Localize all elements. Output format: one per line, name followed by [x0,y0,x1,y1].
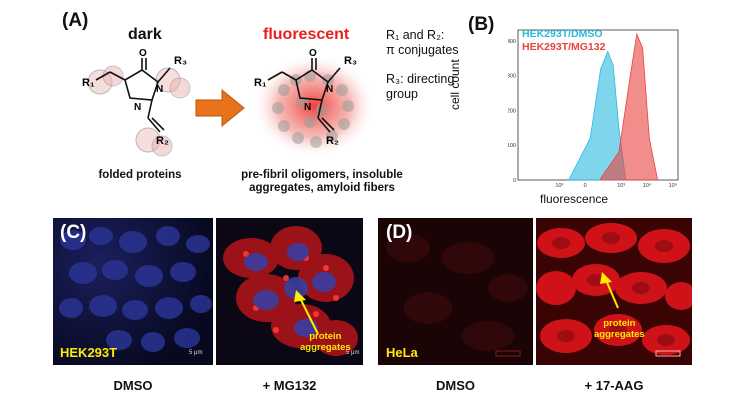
r-note-1a: R₁ and R₂: [386,28,445,42]
right-arrow-icon [195,88,245,128]
r-note-2a: R₃: directing [386,72,455,86]
x-tick-label: 10⁴ [643,182,652,188]
dark-mol-n1: N [156,84,163,95]
cells-d-dmso [386,234,528,357]
x-tick-label: 0 [584,183,587,188]
agg-label-c-line2: aggregates [300,342,351,353]
fluor-mol-n1: N [326,84,333,95]
histogram-series-2 [600,32,658,181]
fluor-mol-n2: N [304,102,311,113]
panel-a-label: (A) [62,10,89,31]
dark-title: dark [128,26,162,43]
x-tick-label: 10³ [555,183,563,188]
y-tick-label: 100 [508,143,516,149]
r-note-1b: π conjugates [386,43,459,57]
fluor-mol-o: O [309,48,317,59]
left-caption: folded proteins [98,169,182,181]
caption-d-17aag: + 17-AAG [584,378,644,393]
fluor-mol-r2: R₂ [326,135,339,147]
legend-dmso: HEK293T/DMSO [522,28,603,40]
scale-bar-c-mg132: 5 μm [346,350,360,356]
y-tick-label: 200 [508,108,516,114]
micrograph-d-17aag: protein aggregates [536,218,692,365]
dark-mol-o: O [139,48,147,59]
dark-mol-n2: N [134,102,141,113]
caption-c-dmso: DMSO [113,378,153,393]
x-tick-label: 10³ [617,183,625,188]
agg-label-d-line1: protein [603,318,636,329]
right-caption-line2: aggregates, amyloid fibers [249,182,395,194]
cells-c-mg132 [223,226,358,356]
fluor-mol-r1: R₁ [254,77,267,89]
y-tick-label: 300 [508,74,516,80]
scale-bar-c-dmso: 5 μm [189,350,203,356]
right-caption-line1: pre-fibril oligomers, insoluble [241,169,403,181]
dark-mol-r2: R₂ [156,135,169,147]
panel-b-label: (B) [468,14,495,35]
caption-c-mg132: + MG132 [262,378,317,393]
micrograph-c-dmso: 5 μm [53,218,213,365]
y-tick-label: 0 [513,178,516,184]
nuclei-c-dmso [59,226,212,352]
fluorescent-molecule: O N N R₁ R₃ R₂ [252,48,376,158]
r-note-2b: group [386,87,418,101]
legend-mg132: HEK293T/MG132 [522,41,606,53]
dark-mol-r3: R₃ [174,55,187,67]
flow-ylabel: cell count [448,59,462,110]
cells-d-17aag [536,223,692,357]
cell-line-hek: HEK293T [60,345,118,360]
panel-c-label: (C) [60,222,87,243]
micrograph-c-mg132: protein aggregates 5 μm [216,218,363,365]
fluorescent-title: fluorescent [263,26,350,43]
dark-mol-r1: R₁ [82,77,95,89]
agg-label-c: protein aggregates [300,331,351,353]
flow-xlabel: fluorescence [540,192,609,206]
micrograph-d-dmso [378,218,533,365]
fluor-mol-r3: R₃ [344,55,357,67]
dark-molecule: O N N R₁ R₃ R₂ [82,48,191,157]
panel-d-label: (D) [386,222,413,243]
x-tick-label: 10⁵ [669,182,677,188]
cell-line-hela: HeLa [386,345,418,360]
agg-label-d-line2: aggregates [594,329,645,340]
caption-d-dmso: DMSO [436,378,475,393]
agg-label-d: protein aggregates [594,318,645,340]
y-tick-label: 400 [508,39,516,45]
flow-histogram: 400 300 200 100 0 10³ 0 10³ 10⁴ 10⁵ [508,29,679,188]
agg-label-c-line1: protein [309,331,342,342]
